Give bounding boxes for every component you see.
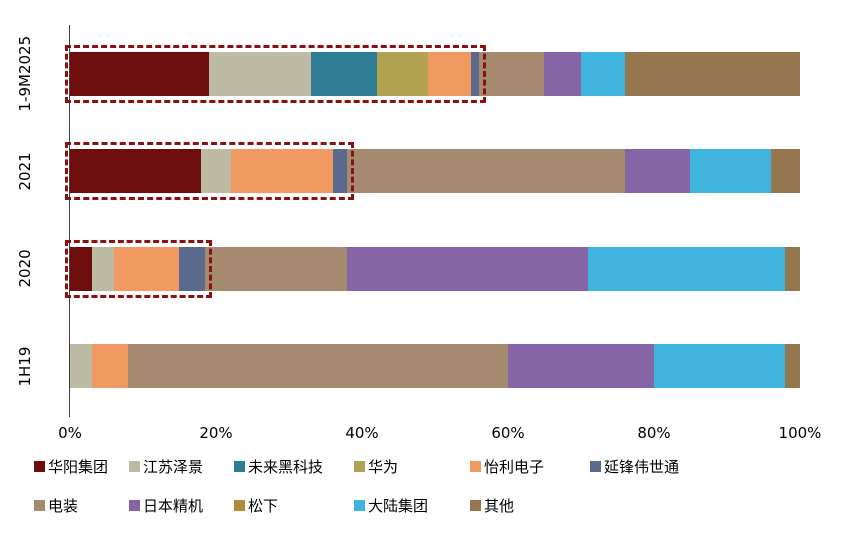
bar-segment bbox=[588, 246, 786, 291]
legend-label: 电装 bbox=[48, 497, 79, 515]
plot-area bbox=[65, 25, 800, 416]
bar-segment bbox=[347, 149, 625, 194]
bar-segment bbox=[785, 246, 800, 291]
y-axis-label: 1H19 bbox=[16, 346, 34, 387]
legend-item: 其他 bbox=[470, 495, 590, 516]
y-axis-line bbox=[69, 25, 70, 417]
bar-segment bbox=[471, 51, 479, 96]
legend-label: 松下 bbox=[248, 497, 279, 515]
legend-label: 日本精机 bbox=[143, 497, 204, 515]
bar-segment bbox=[70, 149, 202, 194]
x-axis-tick-label: 40% bbox=[345, 424, 379, 442]
legend-swatch bbox=[129, 461, 140, 472]
bar-segment bbox=[70, 344, 92, 389]
stacked-bar bbox=[70, 344, 800, 389]
legend-label: 华为 bbox=[368, 458, 399, 476]
bar-segment bbox=[770, 149, 800, 194]
bar-segment bbox=[427, 51, 472, 96]
bar-segment bbox=[376, 51, 428, 96]
legend-item: 日本精机 bbox=[129, 495, 234, 516]
legend-item: 未来黑科技 bbox=[234, 456, 354, 477]
bar-segment bbox=[624, 51, 800, 96]
bar-segment bbox=[179, 246, 206, 291]
x-axis-tick-label: 20% bbox=[199, 424, 233, 442]
legend-label: 未来黑科技 bbox=[248, 458, 324, 476]
legend-label: 延锋伟世通 bbox=[604, 458, 680, 476]
legend-label: 华阳集团 bbox=[48, 458, 109, 476]
bar-segment bbox=[70, 246, 92, 291]
bar-segment bbox=[208, 51, 311, 96]
legend-swatch bbox=[129, 500, 140, 511]
bar-segment bbox=[70, 51, 209, 96]
bar-segment bbox=[785, 344, 800, 389]
bar-segment bbox=[347, 246, 589, 291]
bar-row bbox=[65, 25, 800, 123]
bar-row bbox=[65, 123, 800, 221]
legend-label: 其他 bbox=[484, 497, 515, 515]
bar-segment bbox=[544, 51, 581, 96]
legend-item: 大陆集团 bbox=[354, 495, 470, 516]
bar-segment bbox=[624, 149, 691, 194]
legend-swatch bbox=[470, 461, 481, 472]
x-axis-tick-label: 0% bbox=[58, 424, 82, 442]
legend-item: 松下 bbox=[234, 495, 354, 516]
bar-row bbox=[70, 318, 800, 416]
legend-item: 延锋伟世通 bbox=[590, 456, 846, 477]
legend-swatch bbox=[470, 500, 481, 511]
legend-label: 怡利电子 bbox=[484, 458, 545, 476]
bar-segment bbox=[91, 246, 114, 291]
legend-swatch bbox=[590, 461, 601, 472]
legend-swatch bbox=[354, 461, 365, 472]
legend-item: 华为 bbox=[354, 456, 470, 477]
bar-segment bbox=[128, 344, 508, 389]
bar-segment bbox=[113, 246, 180, 291]
bar-segment bbox=[690, 149, 771, 194]
bar-segment bbox=[205, 246, 348, 291]
bar-segment bbox=[507, 344, 654, 389]
stacked-bar bbox=[65, 142, 800, 201]
legend-swatch bbox=[354, 500, 365, 511]
bar-segment bbox=[478, 51, 545, 96]
legend-swatch bbox=[234, 461, 245, 472]
x-axis-tick-label: 100% bbox=[778, 424, 822, 442]
stacked-bar bbox=[65, 44, 800, 103]
y-axis-labels: 1-9M2025 2021 2020 1H19 bbox=[16, 25, 52, 415]
legend-label: 江苏泽景 bbox=[143, 458, 204, 476]
bar-segment bbox=[653, 344, 786, 389]
y-axis-label: 1-9M2025 bbox=[16, 35, 34, 112]
stacked-bar bbox=[65, 239, 800, 298]
bar-segment bbox=[201, 149, 231, 194]
x-axis-tick-label: 80% bbox=[637, 424, 671, 442]
legend-item: 电装 bbox=[34, 495, 129, 516]
legend-item: 江苏泽景 bbox=[129, 456, 234, 477]
bar-segment bbox=[332, 149, 348, 194]
legend: 华阳集团 江苏泽景 未来黑科技 华为 怡利电子 延锋伟世通电装 日本精机 松下 大陆集团 其他 bbox=[34, 456, 846, 516]
legend-item: 怡利电子 bbox=[470, 456, 590, 477]
bar-segment bbox=[230, 149, 333, 194]
y-axis-label: 2020 bbox=[16, 249, 34, 288]
bar-segment bbox=[580, 51, 625, 96]
x-axis-tick-label: 60% bbox=[491, 424, 525, 442]
legend-swatch bbox=[34, 461, 45, 472]
legend-swatch bbox=[234, 500, 245, 511]
bar-segment bbox=[310, 51, 377, 96]
legend-item: 华阳集团 bbox=[34, 456, 129, 477]
bar-row bbox=[65, 220, 800, 318]
y-axis-label: 2021 bbox=[16, 152, 34, 191]
x-axis-labels: 0% 20% 40% 60% 80% 100% bbox=[58, 424, 821, 446]
legend-swatch bbox=[34, 500, 45, 511]
bar-segment bbox=[91, 344, 129, 389]
legend-label: 大陆集团 bbox=[368, 497, 429, 515]
